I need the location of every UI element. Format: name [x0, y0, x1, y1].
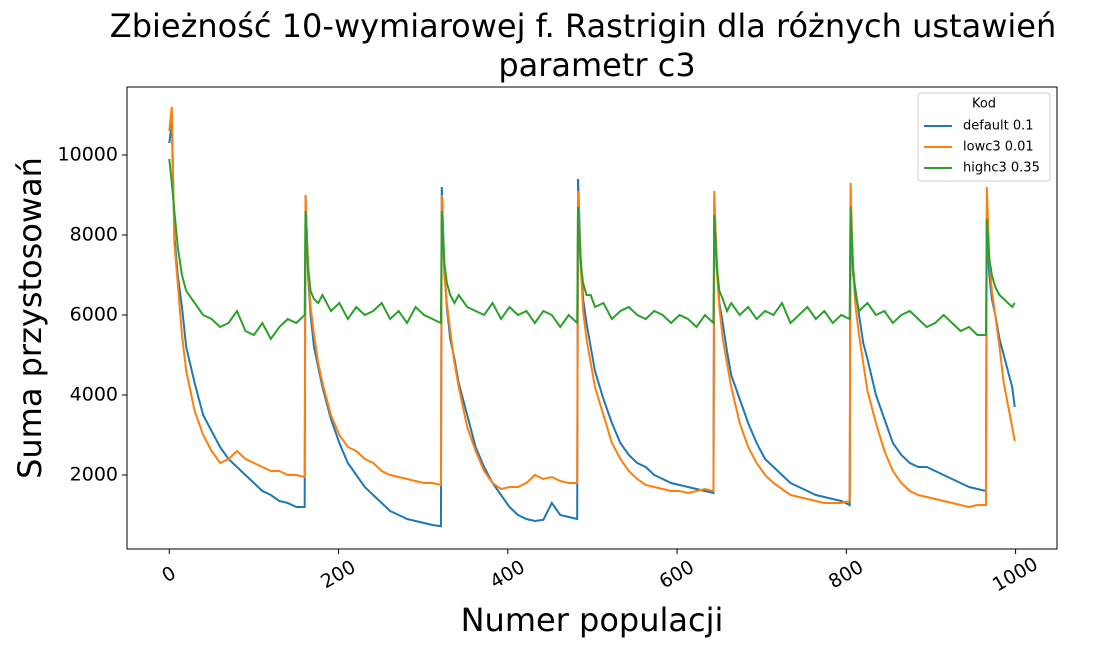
- y-tick-label: 10000: [58, 144, 118, 166]
- x-tick-label: 200: [317, 556, 359, 593]
- series-line: [168, 106, 1016, 509]
- x-axis-label: Numer populacji: [461, 601, 724, 639]
- series-line: [168, 158, 1016, 341]
- series-line: [168, 122, 1016, 528]
- legend-box: [917, 92, 1051, 182]
- x-tick-label: 600: [656, 556, 698, 593]
- y-tick-label: 2000: [70, 464, 118, 486]
- x-tick-label: 400: [486, 556, 528, 593]
- x-tick-label: 800: [825, 556, 867, 593]
- plot-frame: [126, 86, 1058, 550]
- legend-label: lowc3 0.01: [963, 140, 1034, 155]
- y-tick-label: 6000: [70, 304, 118, 326]
- y-tick-label: 4000: [70, 384, 118, 406]
- y-tick-label: 8000: [70, 224, 118, 246]
- x-tick-label: 0: [158, 562, 179, 587]
- chart-title: parametr c3: [498, 46, 695, 84]
- chart-title: Zbieżność 10-wymiarowej f. Rastrigin dla…: [110, 7, 1056, 45]
- legend: Kod default 0.1 lowc3 0.01 highc3 0.35: [917, 92, 1051, 182]
- x-tick-label: 1000: [989, 553, 1042, 596]
- legend-title: Kod: [972, 97, 996, 112]
- y-axis-label: Suma przystosowań: [11, 157, 49, 479]
- legend-label: default 0.1: [963, 119, 1034, 134]
- legend-label: highc3 0.35: [963, 161, 1040, 176]
